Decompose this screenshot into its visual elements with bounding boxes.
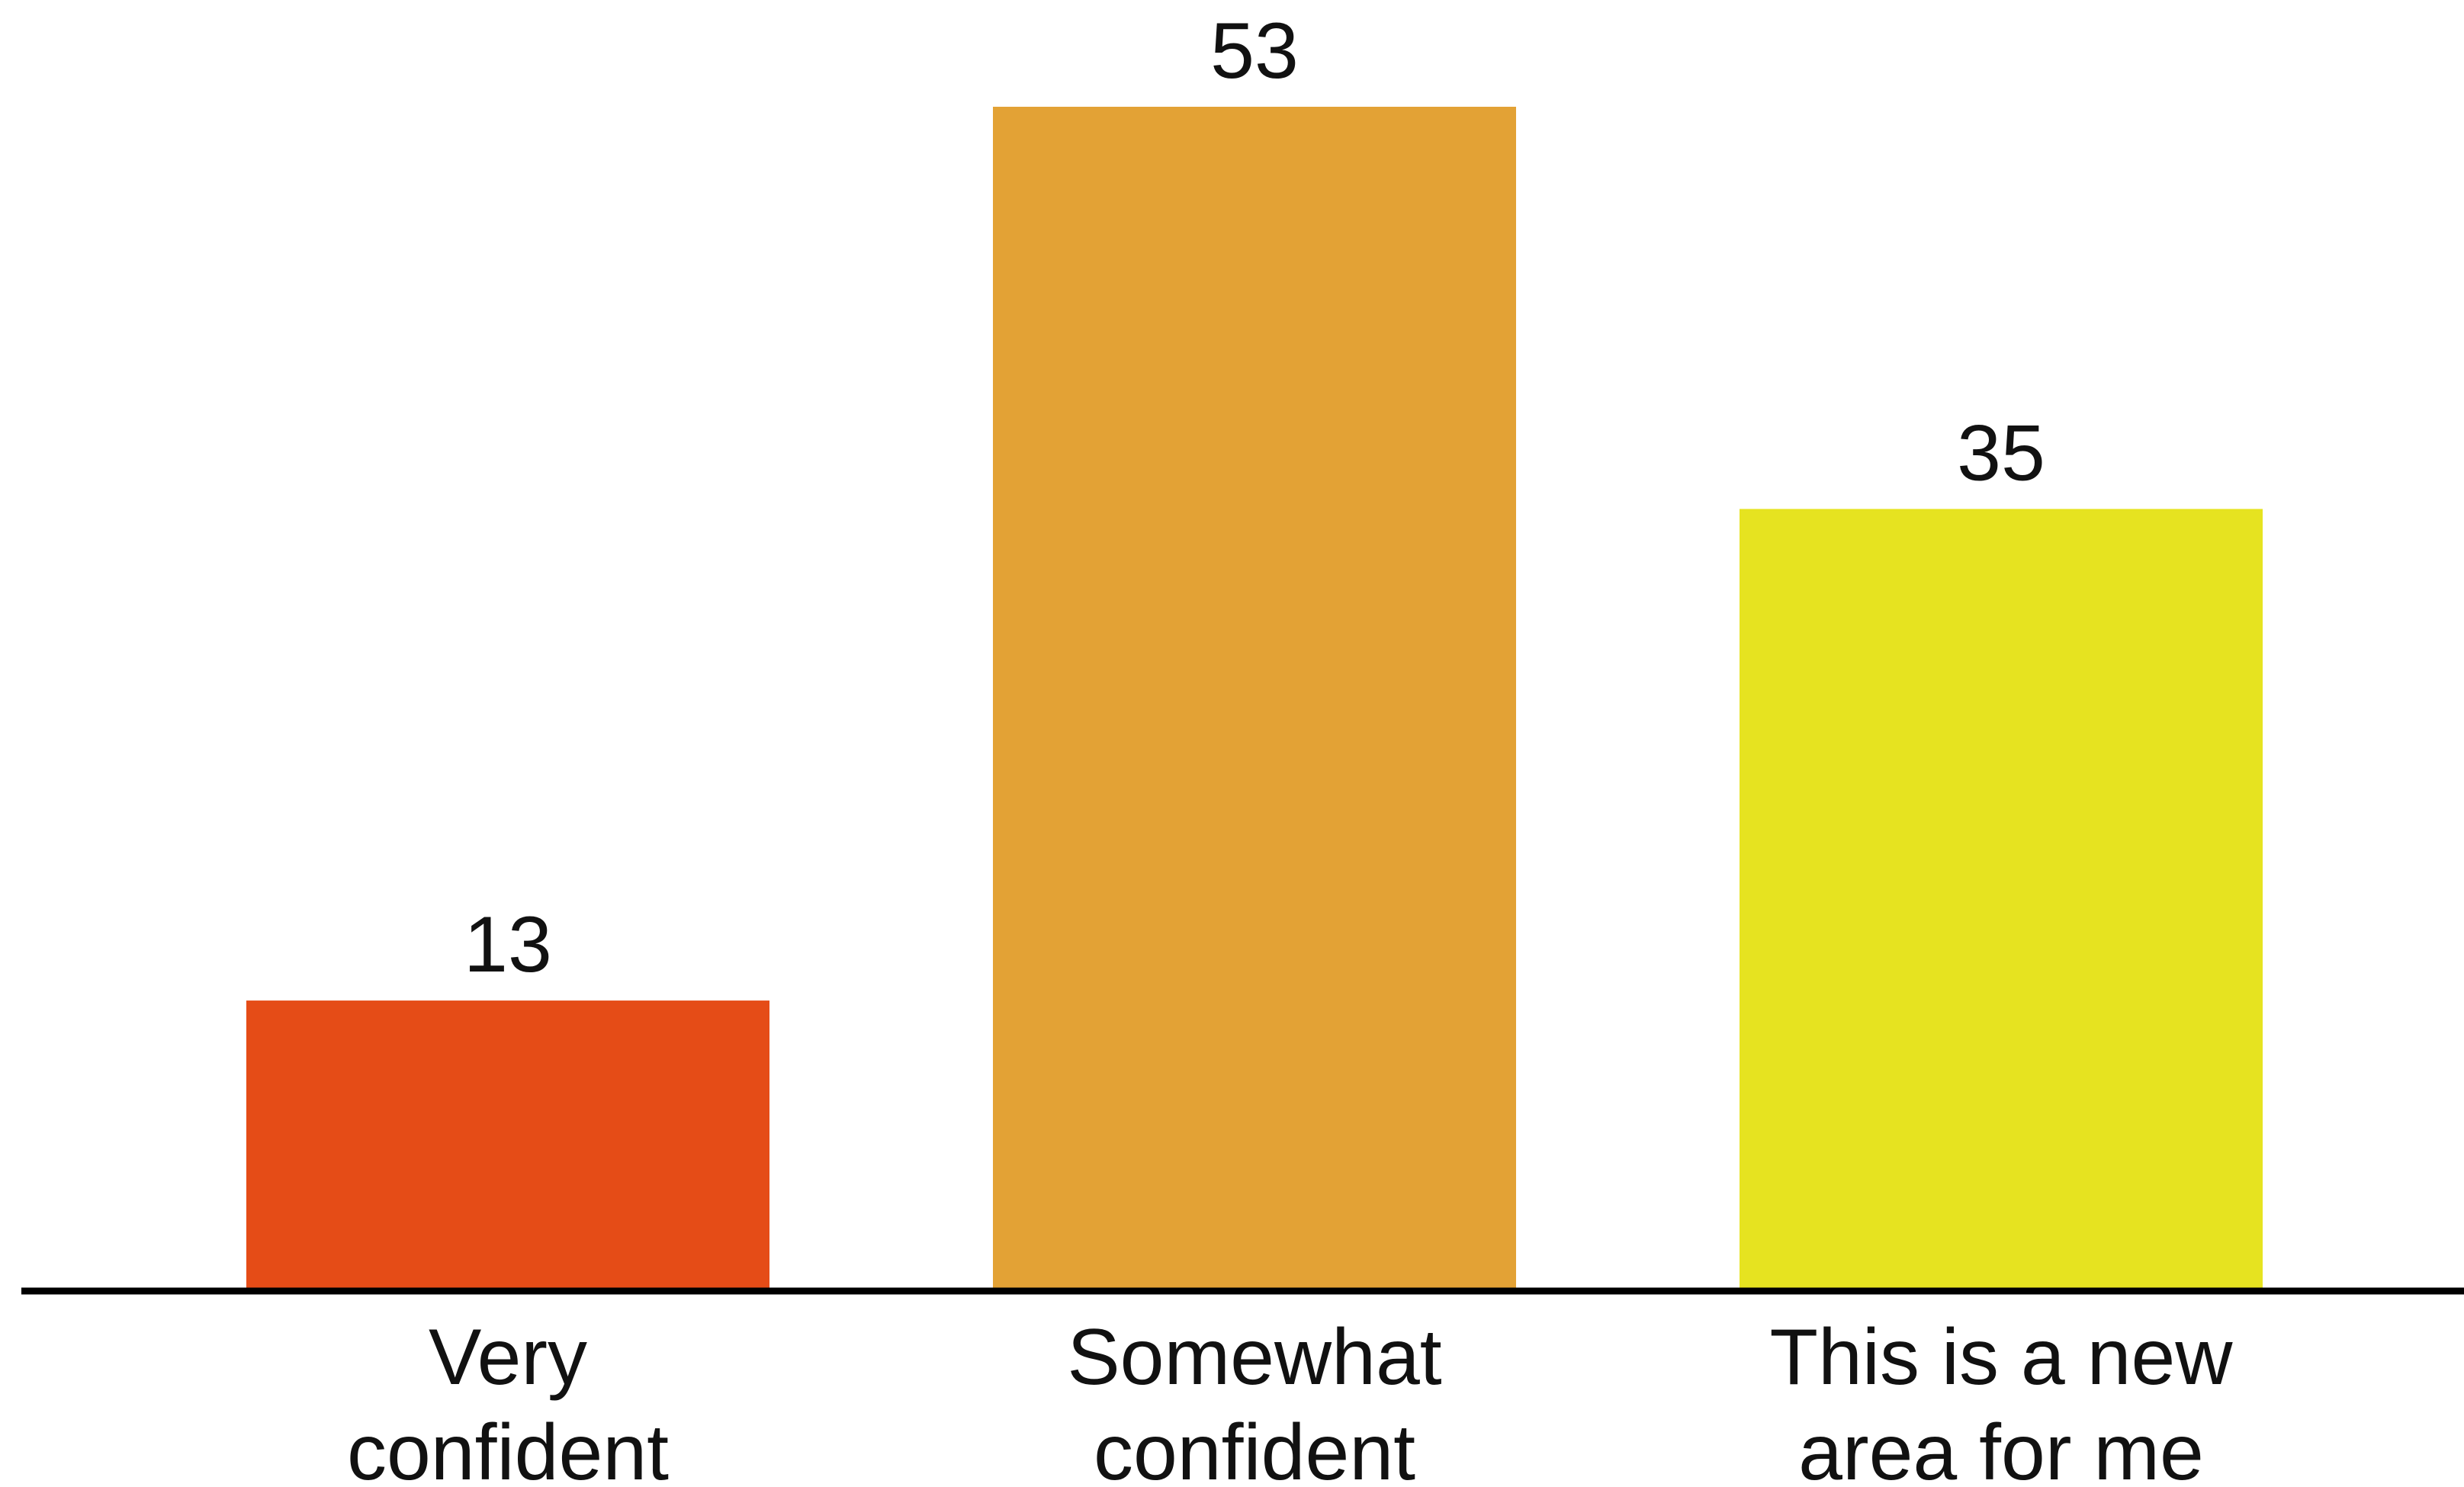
bar-2 — [993, 107, 1516, 1291]
category-label-2: Somewhat confident — [1067, 1313, 1441, 1487]
bars-layer — [246, 107, 2263, 1291]
value-labels-layer: 13 53 35 — [464, 7, 2045, 989]
value-label-1: 13 — [464, 901, 552, 989]
category-label-2-line-2: confident — [1094, 1408, 1415, 1487]
bar-1 — [246, 1000, 769, 1291]
category-label-3: This is a new area for me — [1770, 1313, 2234, 1487]
category-label-1-line-1: Very — [429, 1313, 587, 1402]
category-label-3-line-2: area for me — [1798, 1408, 2204, 1487]
bar-3 — [1740, 509, 2263, 1291]
category-label-2-line-1: Somewhat — [1067, 1313, 1441, 1402]
category-label-1: Very confident — [347, 1313, 669, 1487]
category-label-1-line-2: confident — [347, 1408, 669, 1487]
category-label-3-line-1: This is a new — [1770, 1313, 2234, 1402]
value-label-2: 53 — [1210, 7, 1299, 95]
value-label-3: 35 — [1957, 409, 2045, 497]
